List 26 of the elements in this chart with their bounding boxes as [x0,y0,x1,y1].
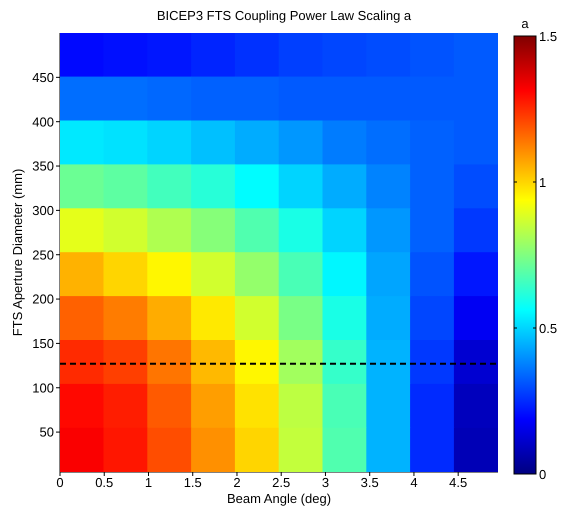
y-tick-label: 150 [32,336,54,352]
y-tick-label: 450 [32,70,54,85]
x-tick-label: 2 [233,475,241,490]
x-tick-label: 3.5 [360,475,379,490]
color-bar-label: 1 [539,175,546,190]
y-tick-label: 400 [32,114,54,130]
y-tick-label: 50 [40,424,54,440]
y-tick-label: 350 [32,158,54,174]
x-tick-label: 2.5 [272,475,290,490]
x-tick-label: 4.5 [449,475,468,490]
x-tick-label: 3 [322,475,330,490]
y-tick-label: 300 [32,202,54,218]
color-bar-label: 1.5 [539,29,558,44]
y-tick-label: 200 [32,292,54,307]
y-tick-label: 100 [32,380,54,396]
x-tick-label: 0.5 [95,475,114,490]
x-tick-label: 0 [56,475,64,490]
chart-title: BICEP3 FTS Coupling Power Law Scaling a [156,8,412,23]
x-axis-title: Beam Angle (deg) [226,491,332,506]
x-tick-label: 1.5 [184,475,202,490]
color-bar-title: a [521,16,530,31]
y-tick-label: 250 [32,247,54,262]
x-tick-label: 4 [410,475,418,490]
color-bar-label: 0.5 [539,321,558,336]
x-tick-label: 1 [144,475,152,490]
y-axis-title: FTS Aperture Diameter (mm) [10,168,25,336]
